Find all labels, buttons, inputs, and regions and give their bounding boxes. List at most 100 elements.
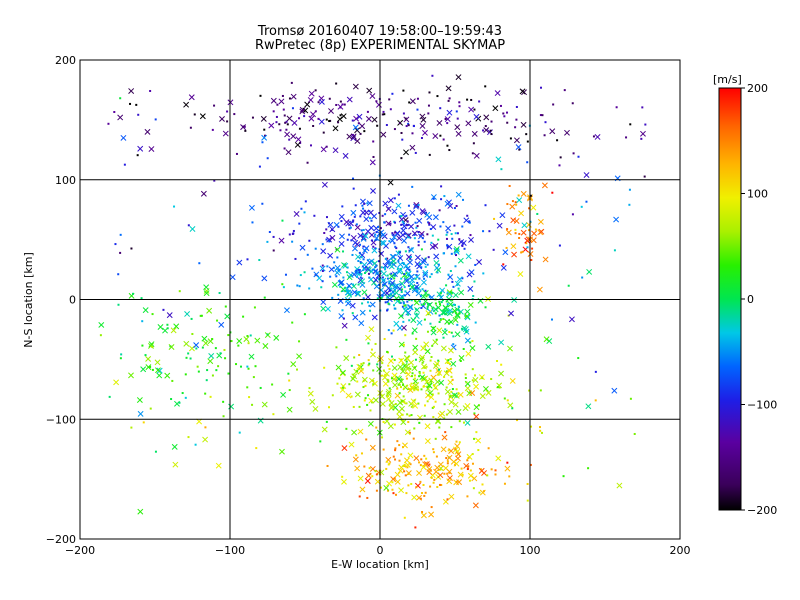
data-point-dot — [350, 239, 353, 242]
data-point-dot — [206, 369, 209, 372]
data-point-dot — [383, 279, 386, 282]
data-point-dot — [402, 395, 405, 398]
data-point-dot — [447, 322, 450, 325]
data-point-dot — [388, 462, 391, 465]
data-point-cross — [327, 252, 334, 259]
data-point-dot — [518, 148, 521, 151]
data-point-dot — [374, 470, 377, 473]
data-point-dot — [366, 259, 369, 262]
data-point-dot — [368, 217, 371, 220]
data-point-dot — [450, 233, 453, 236]
data-point-dot — [130, 426, 133, 429]
data-point-cross — [408, 247, 415, 253]
data-point-dot — [644, 123, 647, 126]
data-point-dot — [429, 275, 432, 278]
data-point-dot — [317, 101, 320, 104]
data-point-dot — [469, 341, 472, 344]
data-point-dot — [323, 366, 326, 369]
data-point-dot — [482, 230, 485, 233]
data-point-cross — [366, 200, 373, 207]
data-point-dot — [437, 392, 440, 395]
data-point-dot — [402, 464, 405, 467]
data-point-dot — [358, 405, 361, 408]
data-point-cross — [240, 124, 247, 131]
data-point-cross — [434, 464, 441, 471]
data-point-dot — [448, 97, 451, 100]
data-point-cross — [290, 361, 297, 368]
data-point-dot — [539, 389, 542, 392]
data-point-dot — [341, 386, 344, 389]
data-point-dot — [410, 414, 413, 417]
data-point-dot — [526, 246, 529, 249]
data-point-cross — [518, 210, 525, 217]
data-point-cross — [353, 115, 360, 122]
data-point-dot — [396, 387, 399, 390]
data-point-dot — [528, 229, 531, 232]
data-point-dot — [457, 305, 460, 308]
data-point-dot — [398, 215, 401, 218]
data-point-cross — [448, 319, 455, 325]
data-point-dot — [452, 394, 455, 397]
data-point-cross — [476, 259, 483, 265]
data-point-dot — [449, 269, 452, 272]
data-point-dot — [499, 104, 502, 107]
data-point-cross — [419, 374, 426, 381]
data-point-cross — [402, 307, 409, 314]
data-point-dot — [243, 125, 246, 128]
data-point-dot — [321, 270, 324, 273]
data-point-cross — [422, 271, 429, 278]
data-point-dot — [336, 256, 339, 259]
data-point-dot — [405, 377, 408, 380]
data-point-cross — [441, 434, 448, 441]
data-point-dot — [418, 421, 421, 424]
data-point-dot — [415, 486, 418, 489]
data-point-cross — [452, 292, 459, 298]
data-point-dot — [447, 273, 450, 276]
data-point-cross — [307, 390, 314, 397]
data-point-dot — [587, 467, 590, 470]
data-point-dot — [442, 252, 445, 255]
data-point-dot — [469, 469, 472, 472]
data-point-dot — [407, 223, 410, 226]
data-point-cross — [466, 271, 473, 278]
data-point-cross — [519, 88, 526, 95]
data-point-dot — [393, 197, 396, 200]
data-point-cross — [446, 468, 453, 475]
data-point-dot — [396, 267, 399, 270]
data-point-dot — [419, 480, 422, 483]
data-point-dot — [423, 366, 426, 369]
data-point-dot — [390, 272, 393, 275]
data-point-cross — [379, 400, 386, 407]
data-point-dot — [387, 395, 390, 398]
data-point-dot — [526, 482, 529, 485]
data-point-dot — [430, 241, 433, 244]
data-point-dot — [407, 246, 410, 249]
data-point-cross — [446, 289, 453, 296]
data-point-dot — [300, 207, 303, 210]
data-point-dot — [435, 455, 438, 458]
data-point-dot — [440, 484, 443, 487]
data-point-dot — [384, 301, 387, 304]
data-point-dot — [487, 447, 490, 450]
data-point-dot — [416, 108, 419, 111]
data-point-dot — [417, 402, 420, 405]
data-point-dot — [181, 392, 184, 395]
data-point-cross — [352, 314, 359, 321]
data-point-cross — [494, 90, 501, 97]
data-point-cross — [391, 372, 398, 379]
data-point-dot — [422, 483, 425, 486]
data-point-dot — [420, 388, 423, 391]
data-point-dot — [247, 342, 250, 345]
data-point-dot — [325, 216, 328, 219]
data-point-cross — [424, 423, 431, 430]
data-point-dot — [567, 284, 570, 287]
data-point-dot — [427, 293, 430, 296]
data-point-dot — [431, 406, 434, 409]
data-point-cross — [420, 464, 427, 471]
data-point-dot — [400, 453, 403, 456]
data-point-dot — [204, 392, 207, 395]
data-point-dot — [440, 198, 443, 201]
data-point-dot — [484, 204, 487, 207]
data-point-cross — [343, 355, 350, 362]
data-point-dot — [404, 117, 407, 120]
